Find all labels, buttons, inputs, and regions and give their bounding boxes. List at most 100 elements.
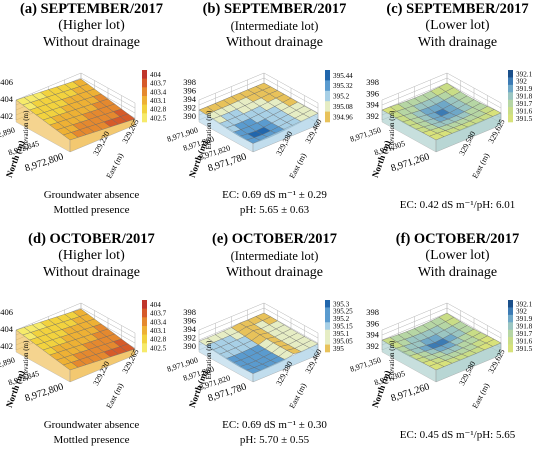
panel-lot: (Lower lot) — [425, 248, 490, 263]
colorbar-swatch — [142, 343, 147, 353]
chart-panel: (b) SEPTEMBER/2017 (Intermediate lot) With… — [166, 0, 366, 230]
chart-panel: (e) OCTOBER/2017 (Intermediate lot) Withou… — [166, 230, 366, 460]
z-tick-label: 390 — [183, 341, 196, 351]
east-axis-label: East (m) — [287, 151, 308, 180]
colorbar-label: 395.05 — [333, 337, 353, 345]
z-tick-label: 404 — [0, 324, 14, 334]
colorbar-swatch — [325, 322, 330, 331]
z-tick-label: 406 — [0, 307, 13, 317]
colorbar-swatch — [325, 70, 330, 81]
colorbar-label: 391.5 — [516, 345, 533, 353]
colorbar-swatch — [508, 322, 513, 331]
colorbar-label: 391.8 — [516, 323, 533, 331]
z-axis-label: Elevation (m) — [205, 110, 213, 149]
colorbar-swatch — [325, 111, 330, 123]
colorbar-swatch — [325, 344, 330, 353]
z-tick-label: 398 — [183, 77, 196, 87]
panel-title: (c) SEPTEMBER/2017 — [386, 1, 529, 17]
colorbar-label: 402.5 — [150, 344, 167, 352]
panel-note: EC: 0.45 dS m⁻¹/pH: 5.65 — [399, 429, 516, 441]
surface-mesh — [15, 308, 136, 371]
panel-lot: (Lower lot) — [425, 18, 490, 33]
panel-title: (b) SEPTEMBER/2017 — [202, 1, 347, 17]
panel-title: (a) SEPTEMBER/2017 — [20, 1, 163, 17]
colorbar-label: 391.6 — [516, 337, 533, 345]
east-axis-label: East (m) — [104, 151, 125, 180]
z-tick-label: 394 — [183, 94, 197, 104]
east-axis-label: East (m) — [470, 151, 491, 180]
z-tick-label: 392 — [366, 111, 379, 121]
colorbar-swatch — [508, 92, 513, 101]
z-axis-label: Elevation (m) — [205, 340, 213, 379]
surface-mesh — [198, 82, 319, 144]
colorbar-label: 395.32 — [333, 82, 353, 90]
panel-note: EC: 0.69 dS m⁻¹ ± 0.30 — [222, 419, 327, 431]
z-tick-label: 394 — [183, 324, 197, 334]
panel-drainage: Without drainage — [225, 265, 323, 280]
colorbar-swatch — [508, 99, 513, 108]
colorbar-label: 402.5 — [150, 114, 167, 122]
colorbar-label: 403.4 — [150, 88, 167, 96]
east-axis-label: East (m) — [104, 381, 125, 410]
colorbar-label: 395.25 — [333, 308, 353, 316]
colorbar-swatch — [508, 77, 513, 86]
panel-lot: (Intermediate lot) — [230, 249, 319, 263]
colorbar-label: 404 — [150, 301, 161, 309]
north-tick-label: 8,972,890 — [0, 125, 16, 143]
colorbar-swatch — [142, 334, 147, 344]
colorbar-swatch — [142, 104, 147, 114]
surface-mesh — [381, 312, 502, 371]
colorbar-swatch — [142, 70, 147, 79]
colorbar-label: 394.96 — [333, 113, 353, 121]
z-tick-label: 402 — [0, 111, 13, 121]
colorbar-label: 391.8 — [516, 93, 533, 101]
z-tick-label: 396 — [183, 316, 196, 326]
colorbar-swatch — [142, 308, 147, 318]
z-tick-label: 406 — [0, 77, 13, 87]
panel-title: (f) OCTOBER/2017 — [395, 231, 520, 247]
z-tick-label: 398 — [366, 77, 379, 87]
z-tick-label: 392 — [183, 333, 196, 343]
east-axis-label: East (m) — [287, 381, 308, 410]
colorbar-label: 391.9 — [516, 315, 533, 323]
colorbar-label: 403.4 — [150, 318, 167, 326]
colorbar-label: 392.1 — [516, 70, 533, 78]
colorbar-swatch — [508, 337, 513, 345]
colorbar-label: 395.15 — [333, 323, 353, 331]
z-tick-label: 398 — [366, 307, 379, 317]
z-tick-label: 398 — [183, 307, 196, 317]
panel-drainage: With drainage — [417, 35, 498, 50]
z-tick-label: 396 — [366, 318, 379, 328]
panel-note: EC: 0.69 dS m⁻¹ ± 0.29 — [222, 189, 327, 201]
colorbar-swatch — [508, 329, 513, 338]
z-axis-label: Elevation (m) — [388, 340, 396, 379]
north-axis-label: North (m) — [4, 369, 27, 409]
colorbar-label: 392 — [516, 308, 527, 316]
colorbar-swatch — [142, 96, 147, 105]
colorbar-swatch — [325, 329, 330, 338]
colorbar-label: 392.1 — [516, 300, 533, 308]
colorbar-label: 391.5 — [516, 115, 533, 123]
panel-note: EC: 0.42 dS m⁻¹/pH: 6.01 — [399, 199, 516, 211]
surface-mesh — [15, 78, 136, 141]
panel-drainage: Without drainage — [225, 35, 323, 50]
panel-note: Mottled presence — [53, 434, 130, 446]
colorbar-label: 395.3 — [333, 300, 350, 308]
panel-title: (e) OCTOBER/2017 — [212, 231, 337, 247]
colorbar-swatch — [325, 307, 330, 316]
colorbar-swatch — [508, 307, 513, 316]
panel-note: pH: 5.65 ± 0.63 — [239, 204, 310, 216]
chart-panel: (f) OCTOBER/2017 (Lower lot) With drainage… — [349, 230, 549, 460]
colorbar-label: 402.8 — [150, 106, 167, 114]
z-tick-label: 392 — [183, 103, 196, 113]
colorbar-swatch — [142, 317, 147, 327]
panel-lot: (Intermediate lot) — [230, 19, 319, 33]
